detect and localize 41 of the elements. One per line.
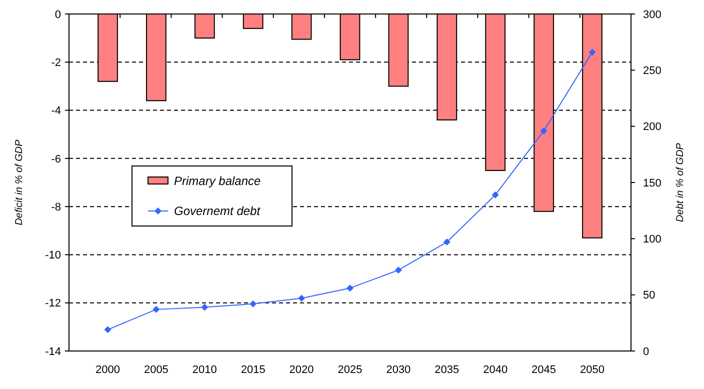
y-tick-label: -10 xyxy=(45,250,61,262)
x-tick-label: 2035 xyxy=(434,364,460,376)
x-tick-label: 2045 xyxy=(532,364,556,376)
x-tick-label: 2010 xyxy=(192,364,217,376)
point xyxy=(540,127,548,134)
y-tick-label: -14 xyxy=(45,346,61,358)
point xyxy=(201,304,208,311)
x-tick-label: 2040 xyxy=(483,364,508,376)
y2-tick-label: 200 xyxy=(643,121,662,134)
point xyxy=(492,191,499,198)
y-tick-label: -2 xyxy=(51,56,61,69)
x-tick-label: 2020 xyxy=(289,364,314,376)
y-tick-label: -6 xyxy=(51,153,61,166)
y2-tick-label: 300 xyxy=(643,8,662,21)
x-tick-label: 2000 xyxy=(96,364,120,376)
point xyxy=(152,306,160,313)
y-tick-label: -12 xyxy=(45,298,61,310)
legend-label: Governemt debt xyxy=(174,204,261,218)
point xyxy=(346,284,354,292)
x-tick-label: 2030 xyxy=(386,364,411,376)
point xyxy=(588,48,596,56)
point xyxy=(250,300,257,308)
y-tick-label: -4 xyxy=(51,105,61,118)
y2-tick-label: 0 xyxy=(643,346,650,358)
y2-axis-title: Debt in % of GDP xyxy=(675,142,686,222)
point xyxy=(298,294,306,302)
point xyxy=(104,326,112,334)
y2-tick-label: 250 xyxy=(643,65,662,78)
legend-label: Primary balance xyxy=(174,174,262,188)
point xyxy=(394,266,402,274)
y-axis-title: Deficit in % of GDP xyxy=(14,139,25,226)
y2-tick-label: 100 xyxy=(643,234,662,246)
point xyxy=(443,238,450,246)
x-tick-label: 2050 xyxy=(580,364,604,376)
y2-tick-label: 150 xyxy=(643,177,662,190)
y-tick-label: 0 xyxy=(54,8,61,21)
y-tick-label: -8 xyxy=(51,201,61,214)
x-tick-label: 2015 xyxy=(240,364,266,376)
x-tick-label: 2025 xyxy=(338,364,362,376)
y2-tick-label: 50 xyxy=(643,290,656,302)
x-tick-label: 2005 xyxy=(144,364,168,376)
